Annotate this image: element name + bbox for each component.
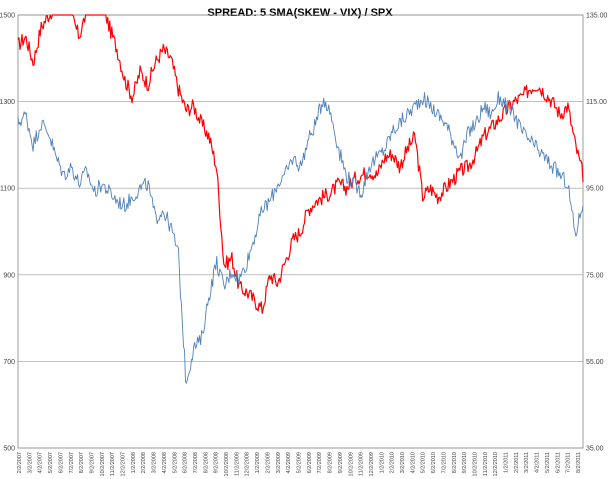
x-tick-label: 9/2/2010 (462, 452, 468, 473)
x-tick-label: 7/2/2009 (317, 452, 323, 473)
x-tick-label: 1/2/2011 (504, 452, 510, 473)
right-tick-label: 95.00 (586, 186, 604, 193)
x-tick-label: 7/2/2008 (193, 452, 199, 473)
left-tick-label: 1500 (0, 13, 15, 20)
x-tick-label: 9/2/2007 (89, 452, 95, 473)
x-tick-label: 1/2/2010 (379, 452, 385, 473)
x-tick-label: 3/2/2009 (276, 452, 282, 473)
left-tick-label: 500 (3, 446, 15, 453)
left-axis: 500 700 900 1100 1300 1500 (0, 13, 15, 453)
x-axis: 2/2/2007 3/2/2007 4/2/2007 5/2/2007 6/2/2007… (17, 452, 582, 476)
x-tick-label: 4/2/2009 (286, 452, 292, 473)
x-tick-label: 7/2/2007 (69, 452, 75, 473)
x-tick-label: 2/2/2011 (514, 452, 520, 473)
x-tick-label: 11/2/2010 (483, 452, 489, 476)
x-tick-label: 12/2/2010 (493, 452, 499, 476)
x-tick-label: 1/2/2009 (255, 452, 261, 473)
x-tick-label: 3/2/2011 (524, 452, 530, 473)
x-tick-label: 3/2/2008 (152, 452, 158, 473)
right-tick-label: 115.00 (586, 99, 607, 106)
x-tick-label: 8/2/2007 (79, 452, 85, 473)
x-tick-label: 3/2/2007 (27, 452, 33, 473)
x-tick-label: 8/2/2009 (328, 452, 334, 473)
left-tick-label: 700 (3, 359, 15, 366)
series-line-1 (17, 14, 584, 314)
x-tick-label: 2/2/2008 (141, 452, 147, 473)
x-tick-label: 10/2/2010 (472, 452, 478, 476)
right-tick-label: 75.00 (586, 272, 604, 279)
x-tick-label: 8/2/2010 (452, 452, 458, 473)
x-tick-label: 9/2/2009 (338, 452, 344, 473)
x-tick-label: 6/2/2009 (307, 452, 313, 473)
x-tick-label: 8/2/2011 (576, 452, 582, 473)
x-tick-label: 11/2/2007 (110, 452, 116, 476)
x-tick-label: 5/2/2007 (48, 452, 54, 473)
x-tick-label: 5/2/2009 (297, 452, 303, 473)
right-axis: 35.00 55.00 75.00 95.00 115.00 135.00 (586, 13, 608, 453)
right-tick-label: 35.00 (586, 446, 604, 453)
x-tick-label: 4/2/2010 (410, 452, 416, 473)
chart-title: SPREAD: 5 SMA(SKEW - VIX) / SPX (207, 7, 393, 19)
left-tick-label: 900 (3, 272, 15, 279)
x-tick-label: 5/2/2008 (172, 452, 178, 473)
x-tick-label: 1/2/2008 (131, 452, 137, 473)
right-tick-label: 55.00 (586, 359, 604, 366)
x-tick-label: 12/2/2008 (245, 452, 251, 476)
x-tick-label: 10/2/2007 (100, 452, 106, 476)
right-tick-label: 135.00 (586, 13, 608, 20)
x-tick-label: 7/2/2010 (441, 452, 447, 473)
x-tick-label: 10/2/2009 (348, 452, 354, 476)
x-tick-label: 5/2/2011 (545, 452, 551, 473)
x-tick-label: 10/2/2008 (224, 452, 230, 476)
x-tick-label: 2/2/2007 (17, 452, 23, 473)
series-line-2 (17, 91, 584, 384)
left-tick-label: 1300 (0, 99, 15, 106)
x-tick-label: 4/2/2011 (535, 452, 541, 473)
x-tick-label: 2/2/2009 (265, 452, 271, 473)
x-tick-label: 4/2/2007 (38, 452, 44, 473)
x-tick-label: 7/2/2011 (566, 452, 572, 473)
x-tick-label: 2/2/2010 (390, 452, 396, 473)
x-tick-label: 3/2/2010 (400, 452, 406, 473)
series-group (17, 14, 584, 384)
x-tick-label: 5/2/2010 (421, 452, 427, 473)
x-tick-label: 12/2/2007 (121, 452, 127, 476)
x-tick-label: 11/2/2009 (359, 452, 365, 476)
plot-area (17, 14, 584, 449)
x-tick-label: 9/2/2008 (214, 452, 220, 473)
x-tick-label: 6/2/2008 (183, 452, 189, 473)
x-tick-label: 4/2/2008 (162, 452, 168, 473)
x-tick-label: 11/2/2008 (234, 452, 240, 476)
left-tick-label: 1100 (0, 186, 15, 193)
x-tick-label: 8/2/2008 (203, 452, 209, 473)
x-tick-label: 6/2/2007 (58, 452, 64, 473)
x-tick-label: 12/2/2009 (369, 452, 375, 476)
x-tick-label: 6/2/2011 (555, 452, 561, 473)
x-tick-label: 6/2/2010 (431, 452, 437, 473)
